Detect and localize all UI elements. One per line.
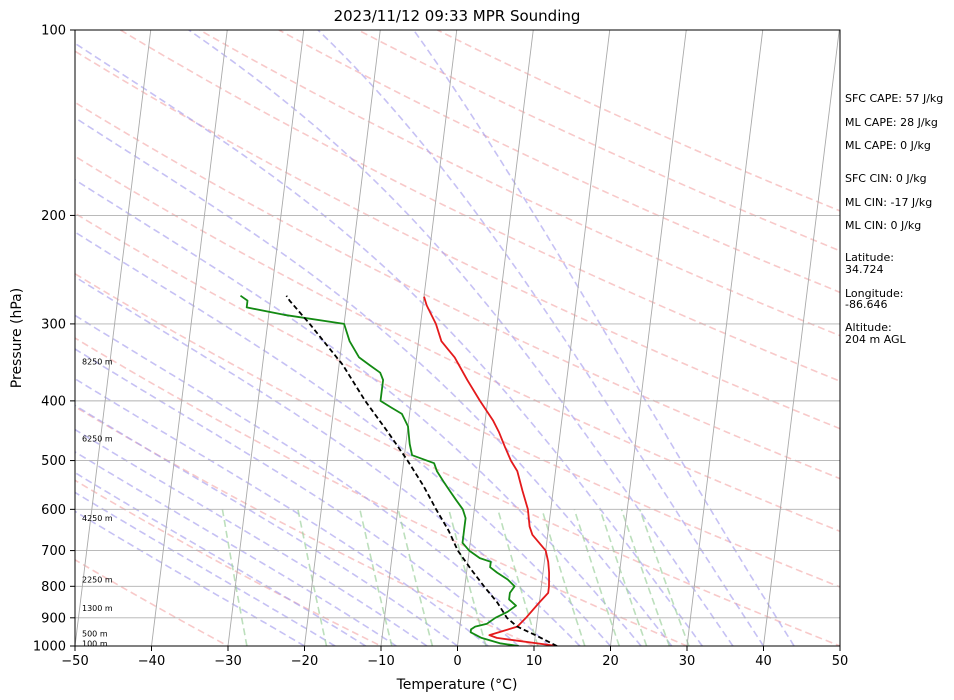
y-tick-label: 500: [41, 454, 66, 469]
mixing-ratio-line: [397, 509, 434, 646]
height-label: 2250 m: [82, 576, 113, 585]
moist-adiabat: [75, 491, 336, 646]
height-label: 500 m: [82, 630, 108, 639]
dewpoint-line: [239, 294, 519, 646]
y-axis-label: Pressure (hPa): [9, 288, 25, 388]
dry-adiabat: [357, 30, 840, 252]
dry-adiabat: [75, 558, 230, 646]
isotherm: [533, 30, 611, 646]
latitude-value: 34.724: [845, 263, 884, 276]
height-label: 6250 m: [82, 434, 113, 443]
height-label: 4250 m: [82, 514, 113, 523]
isotherm: [75, 30, 152, 646]
chart-title: 2023/11/12 09:33 MPR Sounding: [334, 7, 581, 25]
height-label: 8250 m: [82, 357, 113, 366]
x-tick-label: −20: [291, 654, 318, 669]
height-label: 100 m: [82, 639, 108, 648]
moist-adiabat: [412, 30, 795, 646]
cape-ml-1: ML CAPE: 28 J/kg: [845, 116, 938, 129]
x-tick-label: 30: [679, 654, 696, 669]
mixing-ratio-line: [541, 509, 586, 646]
isotherm: [304, 30, 381, 646]
cin-sfc: SFC CIN: 0 J/kg: [845, 172, 927, 185]
dry-adiabat: [75, 101, 840, 480]
cin-ml-2: ML CIN: 0 J/kg: [845, 219, 921, 232]
moist-adiabat: [75, 471, 367, 646]
x-axis-label: Temperature (°C): [396, 677, 518, 693]
mixing-ratio-line: [620, 509, 671, 646]
x-tick-label: −40: [138, 654, 165, 669]
altitude-value: 204 m AGL: [845, 333, 907, 346]
x-tick-label: 50: [832, 654, 849, 669]
moist-adiabat: [75, 42, 703, 646]
dry-adiabat: [437, 30, 840, 212]
dry-adiabat: [75, 479, 383, 646]
moist-adiabat: [75, 450, 397, 646]
mixing-ratio-line: [297, 509, 328, 646]
series-lines: [239, 294, 558, 646]
moist-adiabat: [75, 510, 305, 646]
y-tick-label: 300: [41, 317, 66, 332]
cape-sfc: SFC CAPE: 57 J/kg: [845, 92, 943, 105]
isotherm: [227, 30, 305, 646]
longitude-label: Longitude:: [845, 287, 903, 300]
x-tick-label: 20: [602, 654, 619, 669]
mixing-ratio-line: [497, 509, 539, 646]
isotherm: [380, 30, 458, 646]
y-tick-label: 1000: [33, 640, 66, 655]
y-tick-label: 100: [41, 24, 66, 39]
x-tick-label: −30: [214, 654, 241, 669]
dry-adiabat: [75, 50, 840, 430]
moist-adiabat: [75, 428, 428, 646]
dry-adiabat: [119, 30, 840, 382]
isotherms: [75, 30, 840, 646]
sounding-indices: SFC CAPE: 57 J/kg ML CAPE: 28 J/kg ML CA…: [845, 92, 943, 346]
y-tick-label: 900: [41, 611, 66, 626]
cin-ml-1: ML CIN: -17 J/kg: [845, 196, 932, 209]
parcel-path-line: [285, 295, 558, 646]
moist-adiabat: [317, 30, 765, 646]
y-tick-label: 800: [41, 580, 66, 595]
mixing-ratio-line: [359, 509, 393, 646]
y-axis-ticks: 1000 900 800 700 600 500 400 300 200 100: [33, 24, 75, 655]
x-tick-label: 40: [755, 654, 772, 669]
moist-adiabat: [75, 348, 520, 646]
moist-adiabat: [75, 275, 581, 646]
mixing-ratio-line: [448, 509, 487, 646]
temperature-line: [423, 296, 558, 646]
background-lines: [75, 30, 840, 646]
y-tick-label: 400: [41, 394, 66, 409]
x-tick-label: −50: [61, 654, 88, 669]
mixing-ratio-line: [599, 509, 648, 646]
x-axis-ticks: −50 −40 −30 −20 −10 0 10 20 30 40 50: [61, 646, 848, 669]
dry-adiabat: [75, 337, 689, 646]
longitude-value: -86.646: [845, 298, 887, 311]
height-label: 1300 m: [82, 604, 113, 613]
moist-adiabat: [75, 314, 550, 646]
isotherm: [763, 30, 840, 646]
y-tick-label: 600: [41, 503, 66, 518]
mixing-ratio-line: [573, 509, 621, 646]
pressure-gridlines: [75, 30, 840, 646]
x-tick-label: 10: [526, 654, 543, 669]
isotherm: [686, 30, 764, 646]
y-tick-label: 700: [41, 544, 66, 559]
isotherm: [151, 30, 228, 646]
isotherm: [610, 30, 687, 646]
mixing-ratio-line: [639, 509, 690, 646]
mixing-ratio-line: [221, 509, 248, 646]
x-tick-label: 0: [453, 654, 461, 669]
dry-adiabat: [75, 212, 840, 588]
dry-adiabat: [75, 405, 536, 646]
cape-ml-2: ML CAPE: 0 J/kg: [845, 139, 931, 152]
altitude-label: Altitude:: [845, 321, 892, 334]
latitude-label: Latitude:: [845, 251, 894, 264]
moist-adiabat: [75, 116, 673, 646]
isotherm: [457, 30, 534, 646]
dry-adiabat: [75, 272, 840, 646]
x-tick-label: −10: [367, 654, 394, 669]
y-tick-label: 200: [41, 209, 66, 224]
